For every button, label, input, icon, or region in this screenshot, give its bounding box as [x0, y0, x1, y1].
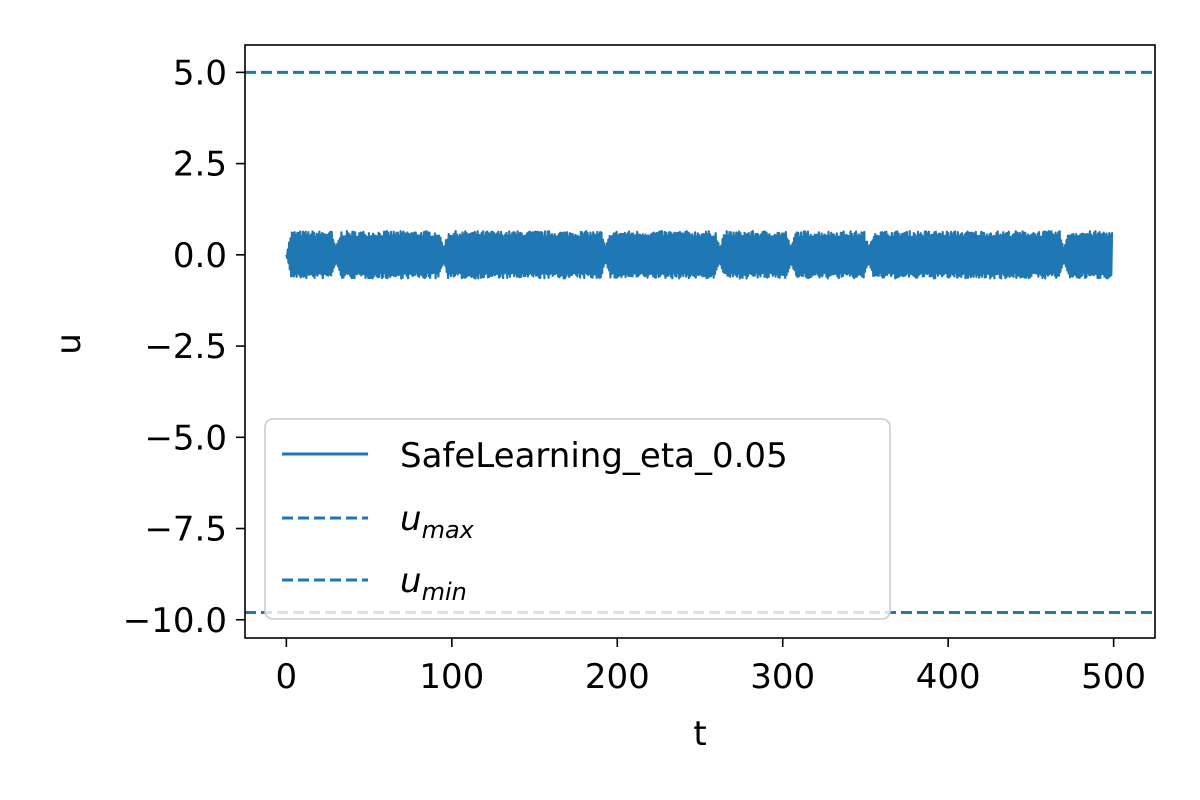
x-tick-label: 200	[585, 657, 650, 697]
y-axis: 5.0 2.5 0.0 −2.5 −5.0 −7.5 −10.0	[123, 53, 245, 641]
legend-label-umax: umax	[400, 499, 475, 544]
y-tick-label: −10.0	[123, 601, 227, 641]
plot-frame	[244, 44, 1156, 639]
x-tick-label: 100	[419, 657, 484, 697]
legend-label-safelearning: SafeLearning_eta_0.05	[400, 436, 788, 476]
y-tick-label: −7.5	[144, 510, 227, 550]
legend-box	[264, 418, 891, 620]
y-tick-label: −5.0	[144, 418, 227, 458]
x-tick-label: 300	[750, 657, 815, 697]
legend: SafeLearning_eta_0.05 umax umin	[264, 418, 891, 620]
y-tick-label: −2.5	[144, 327, 227, 367]
y-tick-label: 5.0	[173, 53, 227, 93]
series-line-safelearning	[285, 230, 1114, 280]
legend-label-umin: umin	[400, 561, 467, 606]
x-axis-label: t	[693, 714, 706, 754]
y-axis-label: u	[49, 333, 89, 355]
y-tick-label: 0.0	[173, 236, 227, 276]
x-tick-label: 0	[276, 657, 298, 697]
y-tick-label: 2.5	[173, 145, 227, 185]
x-tick-label: 400	[916, 657, 981, 697]
x-axis: 0 100 200 300 400 500	[276, 638, 1146, 697]
x-tick-label: 500	[1081, 657, 1146, 697]
